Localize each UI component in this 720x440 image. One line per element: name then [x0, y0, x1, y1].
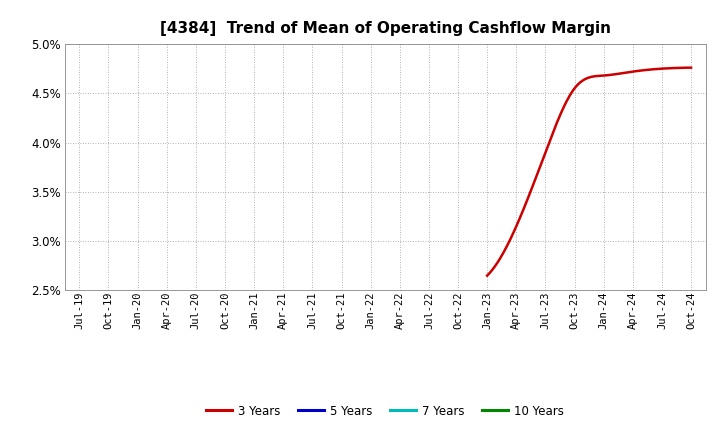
Legend: 3 Years, 5 Years, 7 Years, 10 Years: 3 Years, 5 Years, 7 Years, 10 Years: [202, 400, 569, 422]
Title: [4384]  Trend of Mean of Operating Cashflow Margin: [4384] Trend of Mean of Operating Cashfl…: [160, 21, 611, 36]
